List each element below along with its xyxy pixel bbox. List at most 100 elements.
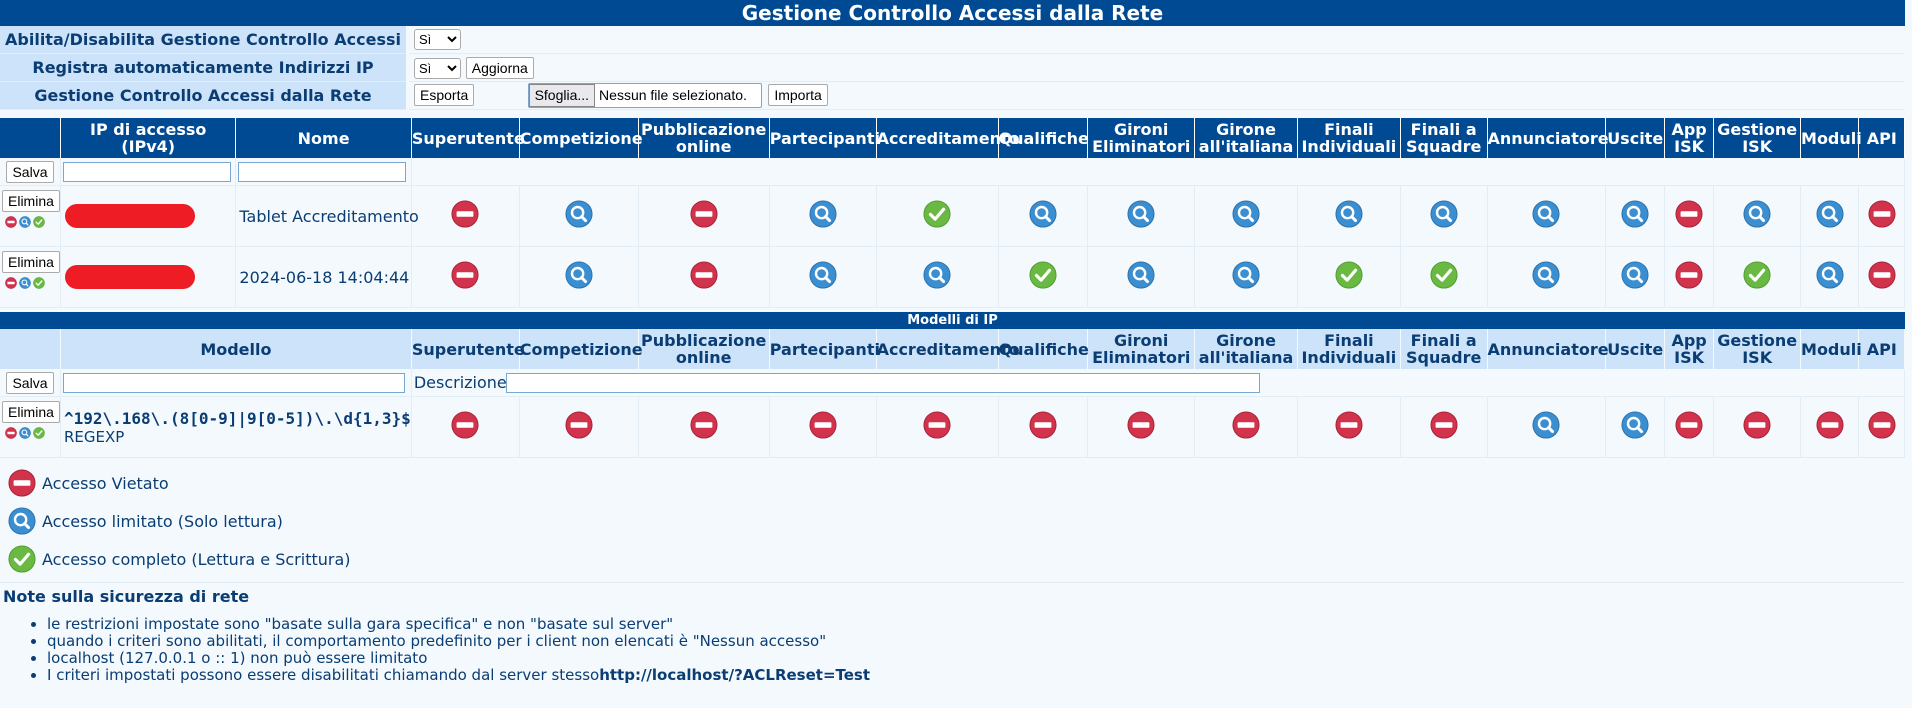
permission-cell <box>1858 246 1905 308</box>
denied-icon[interactable] <box>1868 411 1896 439</box>
file-input[interactable]: Sfoglia... Nessun file selezionato. <box>527 83 762 108</box>
magnifier-icon[interactable] <box>1621 200 1649 228</box>
denied-icon[interactable] <box>1868 261 1896 289</box>
permission-cell <box>1713 396 1802 458</box>
magnifier-icon[interactable] <box>1430 200 1458 228</box>
col-permission: Finali Individuali <box>1297 118 1401 158</box>
models-section-title: Modelli di IP <box>0 312 1905 329</box>
magnifier-icon[interactable] <box>923 261 951 289</box>
denied-icon[interactable] <box>1029 411 1057 439</box>
check-icon[interactable] <box>1029 261 1057 289</box>
col-permission: Superutente <box>411 118 525 158</box>
ip-table: IP di accesso (IPv4) Nome Superutente Com… <box>0 118 1906 308</box>
ip-input[interactable] <box>62 161 231 182</box>
check-icon[interactable] <box>1743 261 1771 289</box>
denied-icon[interactable] <box>690 411 718 439</box>
save-model-button[interactable]: Salva <box>6 371 54 394</box>
name-input[interactable] <box>238 161 407 182</box>
permission-cell <box>998 185 1089 247</box>
magnifier-icon[interactable] <box>809 261 837 289</box>
denied-icon[interactable] <box>1232 411 1260 439</box>
export-button[interactable]: Esporta <box>414 84 474 106</box>
magnifier-icon[interactable] <box>1232 261 1260 289</box>
denied-icon[interactable] <box>451 411 479 439</box>
check-icon[interactable] <box>33 216 45 228</box>
denied-icon[interactable] <box>1127 411 1155 439</box>
denied-icon[interactable] <box>5 216 17 228</box>
check-icon[interactable] <box>33 427 45 439</box>
col-permission: Superutente <box>411 329 525 369</box>
denied-icon[interactable] <box>809 411 837 439</box>
permission-cell <box>1713 246 1802 308</box>
magnifier-icon[interactable] <box>1127 261 1155 289</box>
denied-icon[interactable] <box>5 277 17 289</box>
browse-button[interactable]: Sfoglia... <box>528 84 596 107</box>
magnifier-icon[interactable] <box>565 200 593 228</box>
magnifier-icon[interactable] <box>19 427 31 439</box>
delete-button[interactable]: Elimina <box>2 401 60 423</box>
denied-icon[interactable] <box>923 411 951 439</box>
magnifier-icon[interactable] <box>809 200 837 228</box>
denied-icon[interactable] <box>690 261 718 289</box>
denied-icon[interactable] <box>1816 411 1844 439</box>
denied-icon[interactable] <box>451 261 479 289</box>
denied-icon[interactable] <box>5 427 17 439</box>
check-icon[interactable] <box>1430 261 1458 289</box>
denied-icon[interactable] <box>451 200 479 228</box>
legend: Accesso Vietato Accesso limitato (Solo l… <box>0 464 1905 578</box>
permission-cell <box>1487 185 1607 247</box>
magnifier-icon[interactable] <box>1335 200 1363 228</box>
col-permission: Finali Individuali <box>1297 329 1401 369</box>
check-icon[interactable] <box>1335 261 1363 289</box>
delete-button[interactable]: Elimina <box>2 190 60 212</box>
denied-icon[interactable] <box>1675 261 1703 289</box>
col-permission: Girone all'italiana <box>1194 329 1298 369</box>
autoreg-select[interactable]: Sì <box>414 57 461 79</box>
col-permission: Moduli <box>1800 329 1862 369</box>
row-name: Tablet Accreditamento <box>235 185 419 247</box>
denied-icon[interactable] <box>690 200 718 228</box>
check-icon[interactable] <box>923 200 951 228</box>
check-icon[interactable] <box>33 277 45 289</box>
magnifier-icon[interactable] <box>565 261 593 289</box>
description-input[interactable] <box>505 372 1260 393</box>
magnifier-icon[interactable] <box>1743 200 1771 228</box>
col-permission: Qualifiche <box>998 329 1089 369</box>
magnifier-icon[interactable] <box>19 277 31 289</box>
magnifier-icon[interactable] <box>19 216 31 228</box>
col-name: Nome <box>235 118 412 158</box>
denied-icon[interactable] <box>1675 200 1703 228</box>
denied-icon[interactable] <box>1868 200 1896 228</box>
denied-icon[interactable] <box>1335 411 1363 439</box>
enable-label: Abilita/Disabilita Gestione Controllo Ac… <box>0 26 409 54</box>
magnifier-icon[interactable] <box>1532 200 1560 228</box>
denied-icon[interactable] <box>1675 411 1703 439</box>
denied-icon[interactable] <box>1430 411 1458 439</box>
permission-cell <box>769 185 877 247</box>
magnifier-icon[interactable] <box>1532 261 1560 289</box>
magnifier-icon[interactable] <box>1532 411 1560 439</box>
magnifier-icon[interactable] <box>1127 200 1155 228</box>
denied-icon[interactable] <box>1743 411 1771 439</box>
permission-cell <box>638 396 770 458</box>
magnifier-icon[interactable] <box>1816 200 1844 228</box>
reset-link[interactable]: http://localhost/?ACLReset <box>599 666 823 684</box>
magnifier-icon[interactable] <box>1621 261 1649 289</box>
import-button[interactable]: Importa <box>768 84 828 106</box>
permission-cell <box>1487 396 1607 458</box>
save-ip-button[interactable]: Salva <box>6 160 54 183</box>
model-input[interactable] <box>62 372 405 393</box>
magnifier-icon[interactable] <box>1816 261 1844 289</box>
denied-icon[interactable] <box>565 411 593 439</box>
magnifier-icon[interactable] <box>1232 200 1260 228</box>
enable-select[interactable]: Sì <box>414 29 461 50</box>
permission-cell <box>519 185 639 247</box>
permission-cell <box>1400 185 1488 247</box>
delete-button[interactable]: Elimina <box>2 251 60 273</box>
magnifier-icon[interactable] <box>1029 200 1057 228</box>
permission-cell <box>1858 185 1905 247</box>
table-row: Elimina ^192\.168\.(8[0-9]|9[0-5])\.\d{1,… <box>0 396 1905 458</box>
magnifier-icon[interactable] <box>1621 411 1649 439</box>
update-button[interactable]: Aggiorna <box>465 56 534 79</box>
permission-cell <box>1297 185 1401 247</box>
